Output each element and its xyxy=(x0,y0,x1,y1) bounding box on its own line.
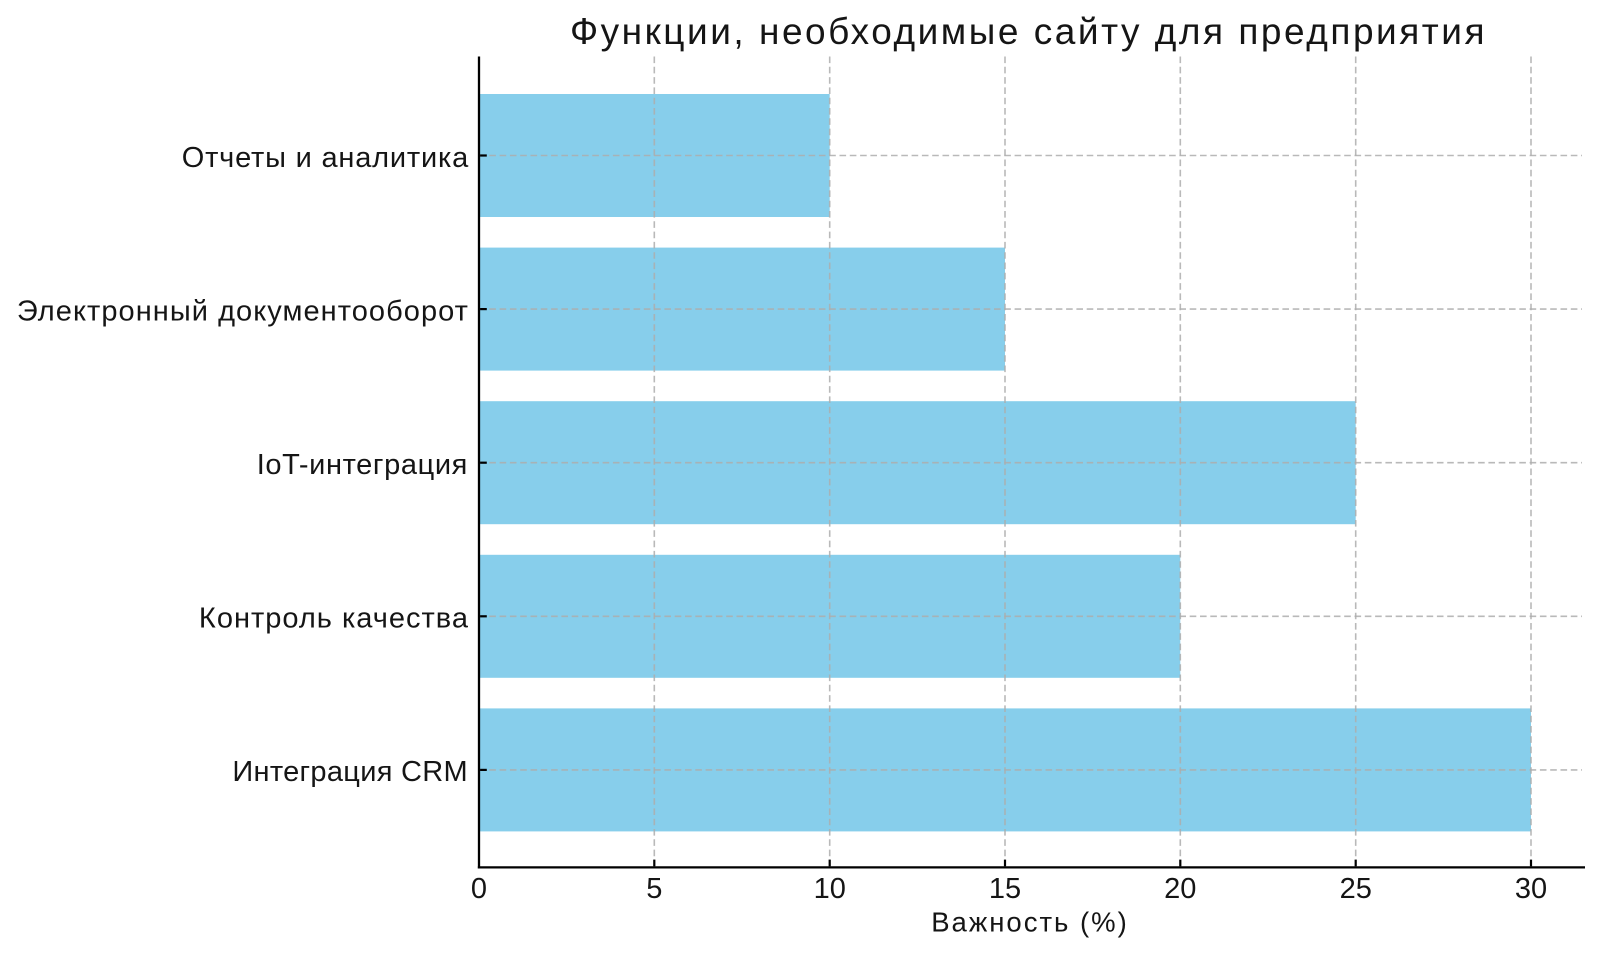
svg-text:5: 5 xyxy=(646,873,662,905)
svg-text:Отчеты и аналитика: Отчеты и аналитика xyxy=(182,142,469,174)
svg-text:20: 20 xyxy=(1164,873,1196,905)
svg-text:10: 10 xyxy=(814,873,846,905)
svg-text:Важность (%): Важность (%) xyxy=(931,907,1129,938)
svg-text:Интеграция CRM: Интеграция CRM xyxy=(232,756,468,788)
svg-text:25: 25 xyxy=(1340,873,1372,905)
svg-text:30: 30 xyxy=(1515,873,1547,905)
svg-text:15: 15 xyxy=(989,873,1021,905)
svg-text:0: 0 xyxy=(471,873,487,905)
svg-text:Функции, необходимые сайту для: Функции, необходимые сайту для предприят… xyxy=(570,11,1487,52)
svg-text:Электронный документооборот: Электронный документооборот xyxy=(17,295,469,327)
svg-text:IoT-интеграция: IoT-интеграция xyxy=(257,449,468,481)
svg-text:Контроль качества: Контроль качества xyxy=(199,603,469,635)
